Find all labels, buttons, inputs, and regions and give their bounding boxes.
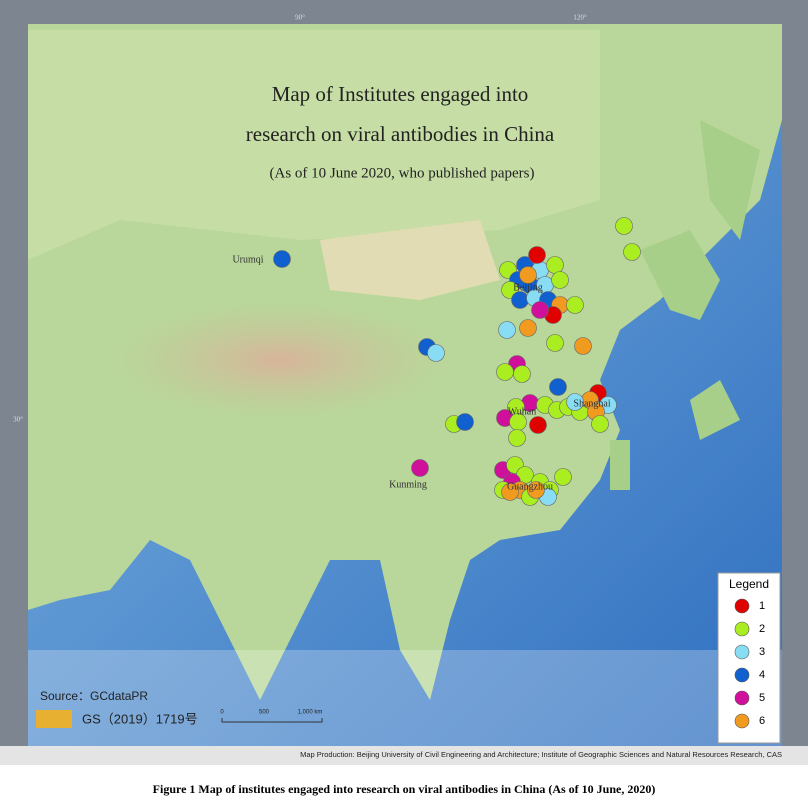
scale-label: 500 (259, 710, 270, 716)
title: Map of Institutes engaged into (272, 82, 529, 106)
institute-marker (551, 271, 569, 289)
institute-marker (531, 301, 549, 319)
institute-marker (549, 378, 567, 396)
institute-marker (546, 334, 564, 352)
legend-swatch (734, 690, 750, 706)
institute-marker (546, 256, 564, 274)
scale-label: 0 (220, 710, 224, 716)
legend-swatch (734, 667, 750, 683)
institute-marker (527, 481, 545, 499)
title: research on viral antibodies in China (246, 122, 555, 146)
institute-marker (529, 416, 547, 434)
legend-label: 5 (759, 692, 765, 704)
institute-marker (411, 459, 429, 477)
legend-swatch (734, 713, 750, 729)
institute-marker (591, 415, 609, 433)
islands (640, 120, 760, 440)
scale-bar (221, 718, 323, 723)
legend-swatch (734, 598, 750, 614)
institute-marker (498, 321, 516, 339)
city-label: Shanghai (573, 398, 610, 409)
plateau (110, 300, 450, 420)
graticule-label: 90° (295, 14, 305, 22)
institute-marker (566, 296, 584, 314)
legend-label: 4 (759, 669, 765, 681)
legend-swatch (734, 621, 750, 637)
institute-marker (427, 344, 445, 362)
production-bar (0, 746, 808, 765)
land-north (28, 30, 600, 260)
institute-marker (273, 250, 291, 268)
gobi (320, 220, 500, 300)
legend-label: 3 (759, 646, 765, 658)
institute-marker (519, 319, 537, 337)
institute-marker (519, 266, 537, 284)
legend-box (717, 572, 781, 744)
institute-marker (528, 246, 546, 264)
graticule-label: 120° (573, 14, 587, 22)
institute-marker (508, 429, 526, 447)
city-label: Kunming (389, 479, 427, 490)
graticule-label: 30° (13, 416, 23, 424)
gs-number: GS（2019）1719号 (82, 711, 198, 726)
legend-label: 6 (759, 715, 765, 727)
scale-label: 1,000 km (298, 710, 323, 716)
institute-marker (513, 365, 531, 383)
city-label: Beijing (513, 282, 542, 293)
logo (36, 710, 72, 728)
legend-swatch (734, 644, 750, 660)
institute-marker (615, 217, 633, 235)
institute-marker (566, 393, 584, 411)
institute-marker (574, 337, 592, 355)
city-label: Urumqi (232, 254, 263, 265)
institute-marker (554, 468, 572, 486)
taiwan (610, 440, 630, 490)
haze (28, 650, 782, 746)
legend-label: 2 (759, 623, 765, 635)
city-label: Guangzhou (507, 481, 553, 492)
production-credit: Map Production: Beijing University of Ci… (300, 750, 782, 759)
institute-marker (456, 413, 474, 431)
institute-marker (496, 363, 514, 381)
legend-title: Legend (729, 577, 769, 591)
source: Source：GCdataPR (40, 689, 148, 703)
figure-caption: Figure 1 Map of institutes engaged into … (153, 782, 656, 796)
legend-label: 1 (759, 600, 765, 612)
city-label: Wuhan (508, 406, 536, 417)
institute-marker (501, 483, 519, 501)
institute-marker (511, 291, 529, 309)
subtitle: (As of 10 June 2020, who published paper… (270, 165, 535, 181)
institute-marker (623, 243, 641, 261)
